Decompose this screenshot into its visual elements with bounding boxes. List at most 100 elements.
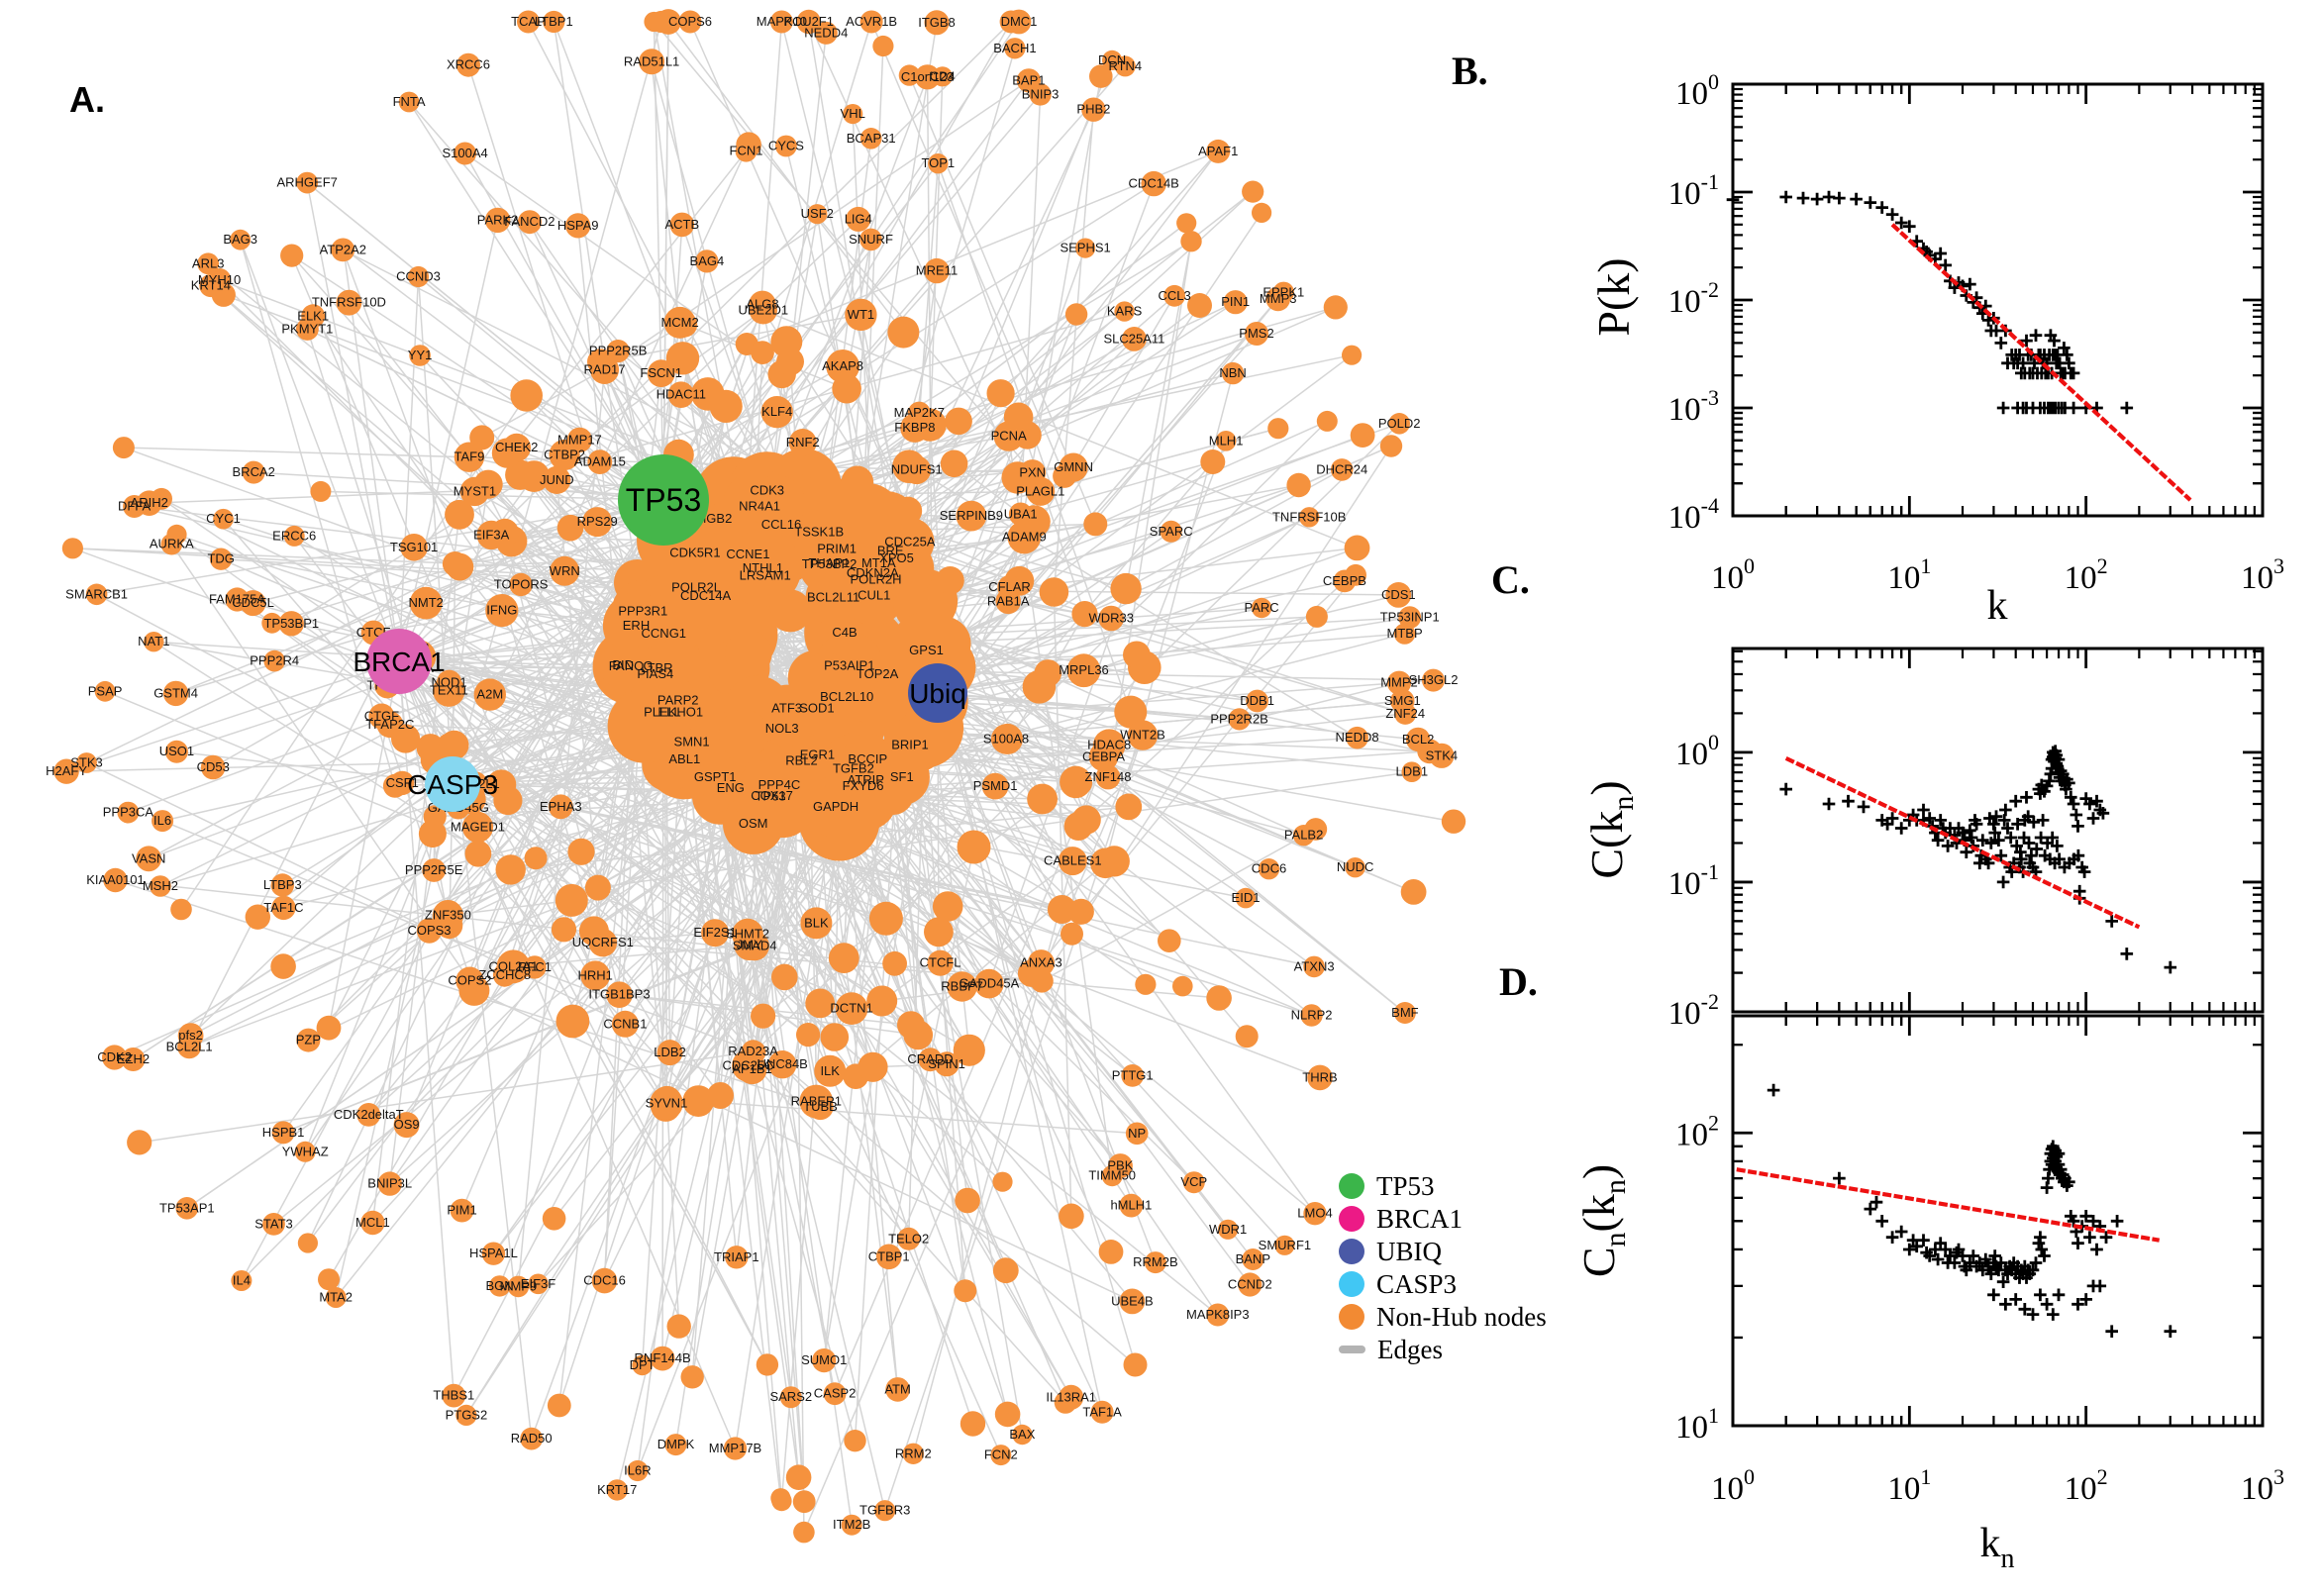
gene-label: NEDD8 — [1336, 730, 1379, 745]
network-node — [1390, 688, 1415, 714]
network-node — [1218, 1219, 1239, 1240]
network-node — [844, 1430, 866, 1452]
gene-label: RPS29 — [577, 514, 618, 529]
network-edge — [306, 329, 454, 785]
tick-label: 101 — [1675, 1403, 1719, 1446]
network-node — [1342, 345, 1363, 365]
network-node — [587, 449, 613, 474]
network-node — [792, 664, 866, 739]
network-node — [263, 649, 286, 672]
network-node — [1101, 1165, 1123, 1187]
gene-label: TSSK1B — [794, 525, 844, 540]
gene-label: THBS1 — [433, 1388, 474, 1403]
network-node — [1316, 410, 1338, 432]
network-edge — [398, 220, 499, 662]
network-node — [924, 917, 954, 948]
gene-label: BAG3 — [223, 232, 257, 247]
network-edge — [453, 813, 759, 1396]
network-node — [496, 949, 531, 984]
gene-label: COX17 — [751, 788, 793, 803]
gene-label: TP53INP1 — [1380, 610, 1440, 625]
network-node — [556, 514, 584, 542]
network-node — [509, 572, 533, 597]
gene-label: FCN1 — [730, 144, 763, 158]
network-node — [584, 874, 611, 901]
gene-label: NBN — [1219, 365, 1246, 380]
network-node — [199, 273, 223, 298]
network-node — [955, 1187, 980, 1214]
gene-label: CCNB1 — [603, 1016, 647, 1031]
gene-label: KLF4 — [761, 404, 792, 419]
network-node — [1172, 975, 1193, 997]
network-node — [454, 142, 477, 165]
gene-label: CUL1 — [858, 587, 890, 602]
gene-label: FXYD6 — [843, 778, 884, 793]
network-edge — [239, 239, 400, 662]
gene-label: PLAGL1 — [1016, 483, 1064, 498]
network-node — [464, 840, 492, 867]
network-node — [756, 1353, 779, 1376]
gene-label: SMAD4 — [733, 939, 777, 953]
network-node — [1330, 458, 1354, 481]
network-node — [1252, 202, 1272, 223]
network-edge — [746, 150, 1219, 346]
network-node — [866, 985, 898, 1017]
network-node — [270, 953, 296, 979]
network-edge — [637, 692, 939, 1471]
tick-label: 10-3 — [1668, 385, 1719, 428]
network-node — [900, 413, 930, 443]
network-node — [127, 1130, 152, 1155]
network-node — [518, 460, 551, 492]
network-node — [872, 35, 894, 57]
gene-label: PZP — [296, 1033, 321, 1047]
network-edge — [306, 182, 400, 662]
gene-label: CDC14B — [1129, 176, 1179, 191]
network-edge — [597, 770, 1412, 889]
gene-label: ERH — [623, 618, 650, 633]
network-node — [770, 1488, 791, 1509]
network-node — [1323, 295, 1348, 320]
network-edge — [937, 516, 1310, 694]
network-node — [769, 513, 793, 537]
network-node — [481, 1242, 506, 1265]
gene-label: SH3GL2 — [1409, 672, 1459, 687]
gene-label: BNIP3L — [367, 1176, 412, 1191]
network-edge — [293, 535, 669, 766]
network-node — [1398, 606, 1422, 629]
network-node — [1007, 520, 1042, 554]
gene-label: COPS2 — [448, 973, 491, 988]
network-node — [442, 1383, 466, 1408]
gene-label: RAD51L1 — [624, 53, 679, 68]
network-node — [488, 1275, 511, 1297]
network-node — [1071, 805, 1101, 835]
gene-label: TP53BP2 — [802, 556, 858, 571]
gene-label: C1orf123 — [901, 69, 954, 84]
network-edge — [1077, 580, 1346, 828]
gene-label: FCN2 — [984, 1447, 1018, 1462]
gene-label: LTBR — [641, 660, 672, 675]
network-node — [567, 838, 595, 865]
gene-label: UBE4B — [1111, 1293, 1154, 1308]
gene-label: MAP2K7 — [894, 405, 945, 420]
network-node — [859, 10, 883, 34]
network-node — [953, 1034, 985, 1066]
gene-label: DCTN1 — [830, 1001, 872, 1016]
network-node — [1088, 742, 1119, 772]
gene-label: TGFB2 — [833, 760, 874, 775]
network-edge — [527, 21, 793, 529]
gene-label: CDK2deltaT — [334, 1107, 404, 1122]
gene-label: IL6R — [624, 1463, 651, 1478]
tick-label: 102 — [1675, 1110, 1719, 1152]
network-node — [814, 1054, 847, 1087]
gene-label: PLEKHO1 — [644, 705, 703, 720]
network-node — [1206, 985, 1232, 1011]
gene-label: KRT17 — [597, 1482, 637, 1497]
gene-label: OS9 — [394, 1117, 420, 1132]
network-edge — [408, 101, 664, 501]
network-node — [627, 1459, 649, 1482]
gene-label: RAD23A — [728, 1044, 778, 1058]
gene-label: CDK5R1 — [669, 545, 720, 559]
network-node — [1286, 472, 1311, 498]
gene-label: MLH1 — [1209, 433, 1244, 448]
network-node — [606, 340, 630, 363]
